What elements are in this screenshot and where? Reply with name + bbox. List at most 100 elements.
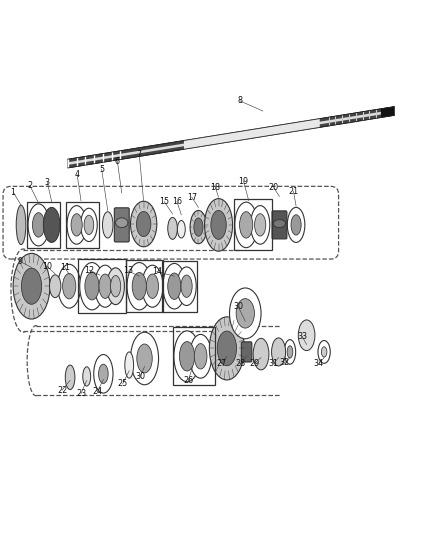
Ellipse shape (95, 265, 116, 307)
Ellipse shape (13, 253, 50, 319)
Text: 30: 30 (135, 373, 145, 382)
Ellipse shape (28, 204, 49, 246)
Bar (126, 260, 163, 312)
Ellipse shape (132, 272, 146, 300)
Ellipse shape (137, 212, 151, 237)
Ellipse shape (43, 207, 60, 243)
Ellipse shape (180, 342, 194, 371)
Text: 6: 6 (115, 157, 120, 166)
Ellipse shape (131, 201, 157, 247)
Text: 9: 9 (17, 257, 22, 266)
Ellipse shape (287, 207, 305, 243)
Ellipse shape (110, 276, 121, 297)
Ellipse shape (240, 212, 253, 238)
Polygon shape (184, 118, 320, 150)
Ellipse shape (163, 263, 186, 309)
Text: 23: 23 (76, 389, 86, 398)
Ellipse shape (102, 212, 113, 238)
Bar (234, 199, 272, 251)
Ellipse shape (146, 274, 159, 298)
Text: 22: 22 (57, 385, 67, 394)
Ellipse shape (131, 332, 159, 385)
Text: 25: 25 (117, 379, 128, 389)
Ellipse shape (272, 338, 286, 366)
Text: 7: 7 (137, 150, 142, 159)
Text: 17: 17 (187, 193, 197, 202)
Ellipse shape (32, 213, 45, 237)
Ellipse shape (251, 206, 270, 244)
Ellipse shape (291, 215, 301, 235)
Ellipse shape (107, 268, 124, 304)
Ellipse shape (235, 202, 258, 248)
Ellipse shape (181, 275, 192, 297)
Text: 31: 31 (268, 359, 278, 368)
Polygon shape (68, 110, 394, 165)
Text: 2: 2 (27, 181, 32, 190)
Text: 34: 34 (314, 359, 324, 368)
Ellipse shape (137, 344, 152, 373)
Ellipse shape (58, 264, 81, 308)
Ellipse shape (71, 214, 82, 236)
Text: 13: 13 (123, 266, 133, 276)
Ellipse shape (211, 211, 226, 239)
Ellipse shape (63, 273, 76, 299)
Ellipse shape (49, 275, 61, 297)
Ellipse shape (205, 199, 233, 251)
Ellipse shape (284, 340, 296, 364)
Text: 29: 29 (249, 359, 259, 368)
Text: 20: 20 (268, 183, 279, 192)
Ellipse shape (287, 346, 293, 358)
Ellipse shape (142, 265, 163, 307)
Bar (66, 201, 99, 248)
Text: 30: 30 (233, 302, 243, 311)
Ellipse shape (94, 354, 113, 393)
Ellipse shape (168, 273, 181, 300)
Ellipse shape (254, 214, 266, 236)
Ellipse shape (190, 334, 212, 378)
Text: 32: 32 (279, 358, 290, 367)
Ellipse shape (21, 268, 42, 304)
Bar (78, 259, 126, 313)
Ellipse shape (99, 364, 108, 383)
Ellipse shape (321, 347, 327, 357)
Ellipse shape (194, 344, 207, 369)
Ellipse shape (253, 338, 269, 370)
Ellipse shape (84, 215, 94, 235)
Text: 1: 1 (11, 188, 16, 197)
Ellipse shape (236, 298, 254, 328)
Ellipse shape (318, 341, 330, 364)
Bar (162, 261, 197, 312)
Ellipse shape (80, 263, 104, 310)
Ellipse shape (65, 365, 75, 390)
Text: 19: 19 (238, 176, 249, 185)
FancyBboxPatch shape (272, 211, 287, 239)
Text: 14: 14 (152, 267, 162, 276)
Ellipse shape (209, 317, 244, 380)
Text: 16: 16 (172, 197, 182, 206)
Ellipse shape (83, 367, 91, 386)
Text: 3: 3 (45, 178, 50, 187)
Ellipse shape (177, 221, 185, 238)
Ellipse shape (81, 208, 97, 241)
Ellipse shape (230, 288, 261, 339)
Text: 28: 28 (235, 359, 245, 368)
Bar (173, 327, 215, 385)
Ellipse shape (67, 206, 86, 244)
Text: 4: 4 (74, 170, 80, 179)
Ellipse shape (125, 352, 134, 378)
Text: 5: 5 (99, 165, 104, 174)
Text: 33: 33 (297, 332, 307, 341)
Ellipse shape (273, 220, 286, 228)
Ellipse shape (168, 217, 177, 239)
Ellipse shape (298, 320, 315, 351)
Text: 8: 8 (237, 96, 243, 106)
Text: 12: 12 (84, 265, 95, 274)
Text: 24: 24 (92, 387, 102, 396)
Ellipse shape (127, 263, 152, 310)
FancyBboxPatch shape (114, 208, 129, 242)
Ellipse shape (16, 205, 26, 245)
Ellipse shape (217, 331, 237, 366)
Text: 18: 18 (211, 183, 220, 192)
Ellipse shape (174, 331, 200, 382)
Polygon shape (68, 107, 394, 168)
